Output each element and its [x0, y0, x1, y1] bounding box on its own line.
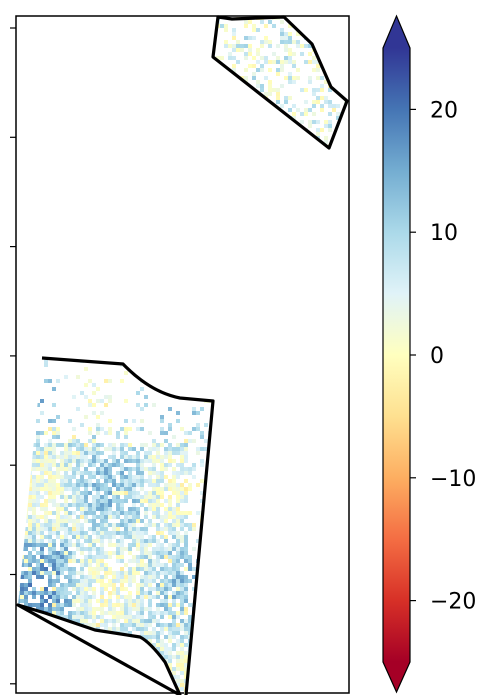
- colorbar-tick-label: 20: [430, 98, 458, 123]
- upper-right-region-outline: [211, 15, 349, 150]
- colorbar-upper-extension: [383, 16, 410, 48]
- colorbar-tick-label: 10: [430, 221, 458, 246]
- colorbar-tick-label: −10: [430, 467, 476, 492]
- colorbar-ticks: 20 10 0 −10 −20: [410, 98, 476, 615]
- lower-left-region-outline: [16, 356, 215, 695]
- colorbar-lower-extension: [383, 662, 410, 692]
- colorbar-body: [383, 48, 410, 662]
- colorbar-outline: [382, 14, 411, 694]
- colorbar: 20 10 0 −10 −20: [382, 14, 476, 694]
- colorbar-tick-label: 0: [430, 344, 444, 369]
- left-axis-ticks: [10, 27, 16, 685]
- colorbar-tick-label: −20: [430, 590, 476, 615]
